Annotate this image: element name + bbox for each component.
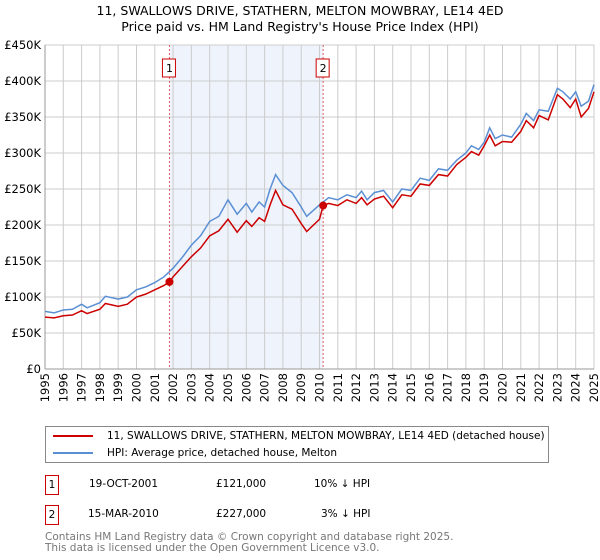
x-tick-label: 2022: [532, 373, 546, 402]
legend: 11, SWALLOWS DRIVE, STATHERN, MELTON MOW…: [45, 426, 549, 463]
red-line-swatch: [53, 435, 93, 437]
x-tick-label: 2015: [404, 373, 418, 402]
x-tick-label: 2017: [441, 373, 455, 402]
x-tick-label: 2024: [569, 373, 583, 402]
x-tick-label: 2010: [313, 373, 327, 402]
footer-line: This data is licensed under the Open Gov…: [45, 542, 380, 554]
x-tick-label: 2001: [148, 373, 162, 402]
x-tick-label: 2009: [294, 373, 308, 402]
chart-title: 11, SWALLOWS DRIVE, STATHERN, MELTON MOW…: [96, 3, 504, 18]
x-tick-label: 2018: [459, 373, 473, 402]
y-tick-label: £450K: [4, 38, 41, 52]
transaction-delta: 10% ↓ HPI: [314, 478, 371, 490]
x-tick-label: 1997: [75, 373, 89, 402]
x-tick-label: 2016: [422, 373, 436, 402]
x-tick-label: 2005: [221, 373, 235, 402]
y-tick-label: £350K: [4, 110, 41, 124]
x-tick-label: 2008: [276, 373, 290, 402]
transaction-price: £227,000: [216, 508, 267, 520]
y-tick-label: £250K: [4, 182, 41, 196]
x-tick-label: 2012: [349, 373, 363, 402]
legend-item-property: 11, SWALLOWS DRIVE, STATHERN, MELTON MOW…: [53, 428, 545, 444]
y-tick-label: £0: [26, 362, 41, 376]
x-tick-label: 2000: [130, 373, 144, 402]
x-tick-label: 2014: [386, 373, 400, 402]
x-tick-label: 2019: [477, 373, 491, 402]
sale-marker-box: [315, 58, 330, 78]
legend-label: HPI: Average price, detached house, Melt…: [107, 447, 338, 459]
y-tick-label: £300K: [4, 146, 41, 160]
property-price-line: [44, 91, 595, 319]
sale-point: [165, 277, 174, 286]
y-tick-label: £100K: [4, 290, 41, 304]
x-tick-label: 2025: [587, 373, 600, 402]
footer: Contains HM Land Registry data © Crown c…: [45, 532, 453, 554]
x-tick-label: 2011: [331, 373, 345, 402]
y-tick-label: £200K: [4, 218, 41, 232]
blue-line-swatch: [53, 452, 93, 454]
y-tick-label: £150K: [4, 254, 41, 268]
transaction-delta: 3% ↓ HPI: [321, 508, 371, 520]
x-tick-label: 2003: [184, 373, 198, 402]
sale-marker-label: 2: [320, 62, 327, 75]
x-tick-label: 1999: [111, 373, 125, 402]
x-tick-label: 1995: [38, 373, 52, 402]
y-tick-label: £400K: [4, 74, 41, 88]
x-tick-label: 2021: [514, 373, 528, 402]
legend-label: 11, SWALLOWS DRIVE, STATHERN, MELTON MOW…: [107, 430, 545, 442]
sale-marker-label: 1: [166, 62, 173, 75]
x-tick-label: 2002: [166, 373, 180, 402]
footer-line: Contains HM Land Registry data © Crown c…: [45, 531, 454, 543]
y-tick-label: £50K: [12, 326, 42, 340]
x-tick-label: 2004: [203, 373, 217, 402]
x-tick-label: 2007: [258, 373, 272, 402]
chart-subtitle: Price paid vs. HM Land Registry's House …: [121, 19, 479, 34]
x-tick-label: 1998: [93, 373, 107, 402]
x-tick-label: 2023: [550, 373, 564, 402]
transaction-price: £121,000: [216, 478, 267, 490]
x-tick-label: 2020: [496, 373, 510, 402]
x-tick-label: 1996: [56, 373, 70, 402]
x-tick-label: 2013: [367, 373, 381, 402]
transaction-date: 19-OCT-2001: [89, 478, 158, 490]
marker-badge: 1: [45, 475, 59, 495]
hpi-line: [44, 84, 595, 314]
x-tick-label: 2006: [239, 373, 253, 402]
marker-badge: 2: [45, 505, 59, 525]
transaction-date: 15-MAR-2010: [88, 508, 159, 520]
sale-point: [319, 201, 328, 210]
sale-marker-box: [161, 58, 176, 78]
legend-item-hpi: HPI: Average price, detached house, Melt…: [53, 445, 337, 461]
price-chart: £0 £50K £100K £150K £200K £250K £300K £350K £400…: [4, 38, 600, 402]
